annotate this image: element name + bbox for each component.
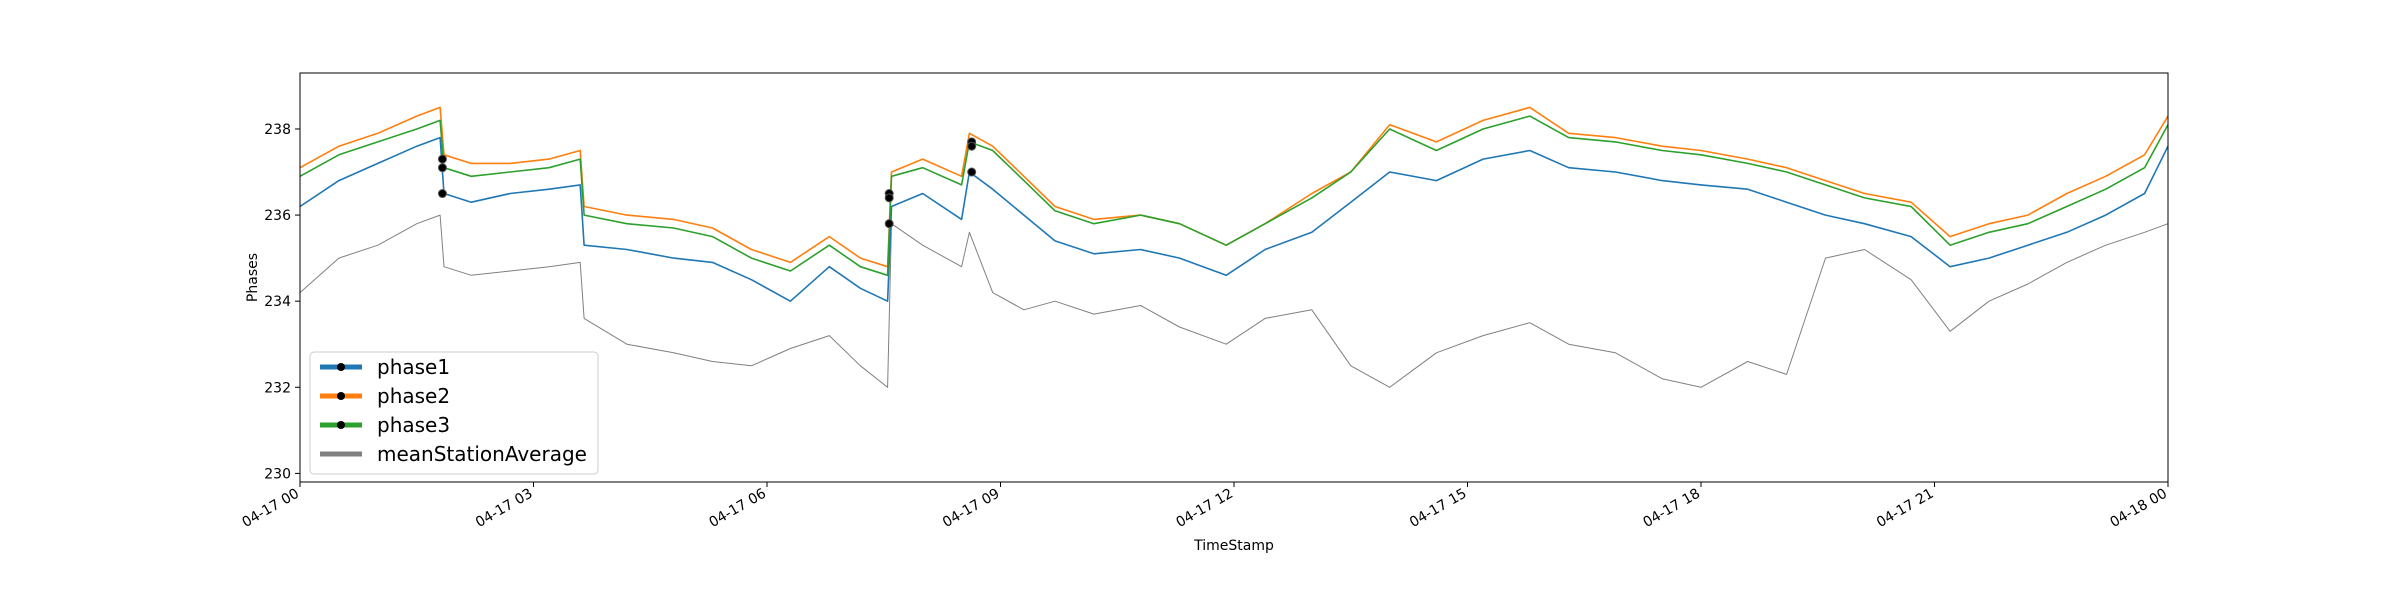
x-tick-label: 04-17 03 <box>473 486 536 531</box>
y-tick-label: 236 <box>264 208 291 224</box>
legend-marker-phase1 <box>337 363 345 371</box>
x-tick-label: 04-17 15 <box>1407 486 1470 531</box>
x-tick-label: 04-17 18 <box>1640 486 1703 531</box>
x-tick-label: 04-18 00 <box>2107 486 2170 531</box>
x-tick-label: 04-17 09 <box>940 486 1003 531</box>
y-axis-title: Phases <box>245 253 261 302</box>
legend-marker-phase3 <box>337 421 345 429</box>
plot-frame <box>299 72 2169 483</box>
x-axis-title: TimeStamp <box>1193 538 1274 554</box>
data-marker-3 <box>884 219 894 229</box>
series-line-phase2 <box>299 106 2169 268</box>
legend-label-phase2: phase2 <box>377 384 450 408</box>
x-tick-label: 04-17 00 <box>239 486 302 531</box>
data-marker-8 <box>967 141 977 151</box>
data-marker-2 <box>437 163 447 173</box>
y-tick-label: 234 <box>264 294 291 310</box>
y-axis: 230 232 234 236 238 <box>264 122 300 482</box>
x-axis: 04-17 00 04-17 03 04-17 06 04-17 09 04-17 12… <box>239 482 2170 531</box>
legend-label-phase3: phase3 <box>377 413 450 437</box>
data-marker-6 <box>967 167 977 177</box>
legend-marker-phase2 <box>337 392 345 400</box>
x-tick-label: 04-17 06 <box>706 486 769 531</box>
data-marker-0 <box>437 189 447 199</box>
plot-area <box>299 106 2169 388</box>
x-tick-label: 04-17 21 <box>1874 486 1937 531</box>
data-marker-5 <box>884 193 894 203</box>
series-line-phase1 <box>299 136 2169 303</box>
y-tick-label: 232 <box>264 380 291 396</box>
legend-label-phase1: phase1 <box>377 355 450 379</box>
x-tick-label: 04-17 12 <box>1173 486 1236 531</box>
legend-label-meanStationAverage: meanStationAverage <box>377 442 587 466</box>
legend: phase1 phase2 phase3 meanStationAverage <box>309 351 599 475</box>
data-marker-1 <box>437 154 447 164</box>
legend-box <box>309 351 599 475</box>
series-line-phase3 <box>299 115 2169 277</box>
y-tick-label: 230 <box>264 466 291 482</box>
y-tick-label: 238 <box>264 122 291 138</box>
series-line-meanStationAverage <box>299 214 2169 388</box>
